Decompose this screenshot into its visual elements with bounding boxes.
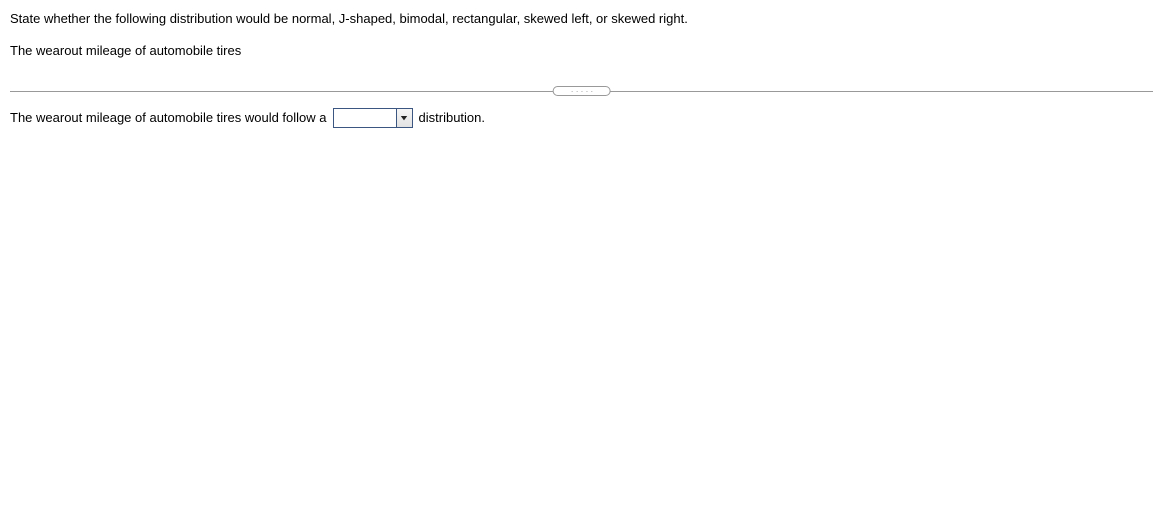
question-prompt: State whether the following distribution… (10, 10, 1153, 28)
chevron-down-icon (400, 114, 408, 122)
distribution-select-arrow-button[interactable] (396, 109, 412, 127)
question-block: State whether the following distribution… (10, 8, 1153, 76)
answer-prefix: The wearout mileage of automobile tires … (10, 109, 327, 127)
answer-suffix: distribution. (419, 109, 485, 127)
distribution-select-input[interactable] (334, 109, 396, 127)
divider-expand-button[interactable]: ..... (552, 86, 611, 96)
answer-line: The wearout mileage of automobile tires … (10, 108, 1153, 128)
divider-dots: ..... (571, 88, 596, 94)
distribution-select[interactable] (333, 108, 413, 128)
section-divider: ..... (10, 86, 1153, 96)
question-subject: The wearout mileage of automobile tires (10, 42, 1153, 60)
